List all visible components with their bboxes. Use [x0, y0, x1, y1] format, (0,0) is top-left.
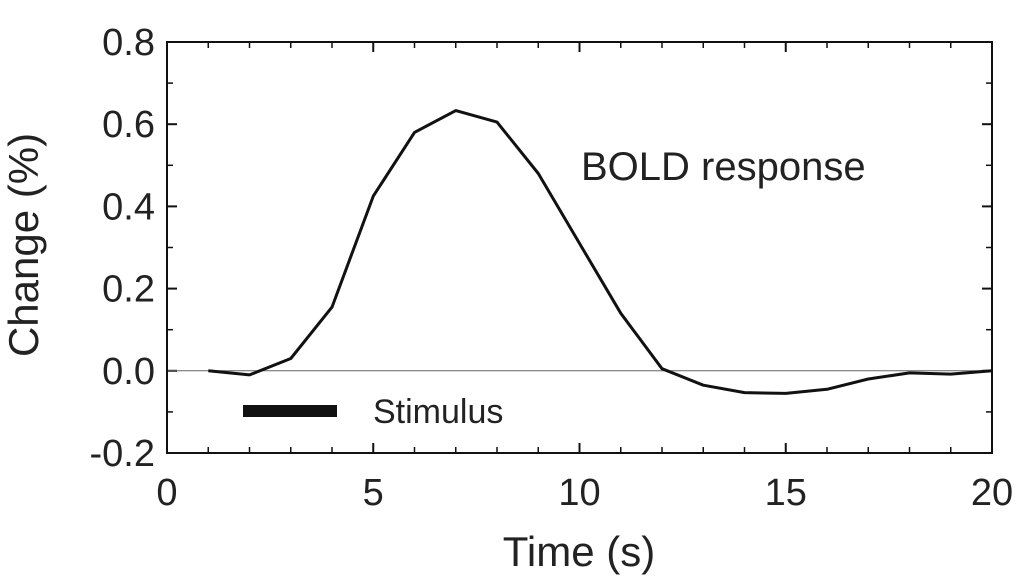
- y-tick-label: 0.0: [102, 351, 155, 393]
- y-tick-label: 0.6: [102, 104, 155, 146]
- x-tick-label: 5: [363, 472, 384, 514]
- x-tick-label: 20: [971, 472, 1013, 514]
- y-tick-label: 0.2: [102, 269, 155, 311]
- x-tick-label: 0: [156, 472, 177, 514]
- y-tick-label: 0.4: [102, 186, 155, 228]
- y-axis-title: Change (%): [0, 133, 47, 357]
- y-axis-ticks: -0.2 0.0 0.2 0.4 0.6 0.8: [90, 22, 992, 475]
- y-tick-label: -0.2: [90, 433, 155, 475]
- plot-frame: [166, 41, 993, 454]
- bold-response-annotation: BOLD response: [581, 145, 866, 189]
- stimulus-legend-label: Stimulus: [373, 393, 503, 431]
- x-tick-label: 10: [558, 472, 600, 514]
- x-tick-label: 15: [765, 472, 807, 514]
- y-tick-label: 0.8: [102, 22, 155, 64]
- x-axis-ticks: 0 5 10 15 20: [156, 42, 1013, 514]
- x-axis-title: Time (s): [503, 528, 655, 575]
- bold-response-line: [208, 109, 993, 395]
